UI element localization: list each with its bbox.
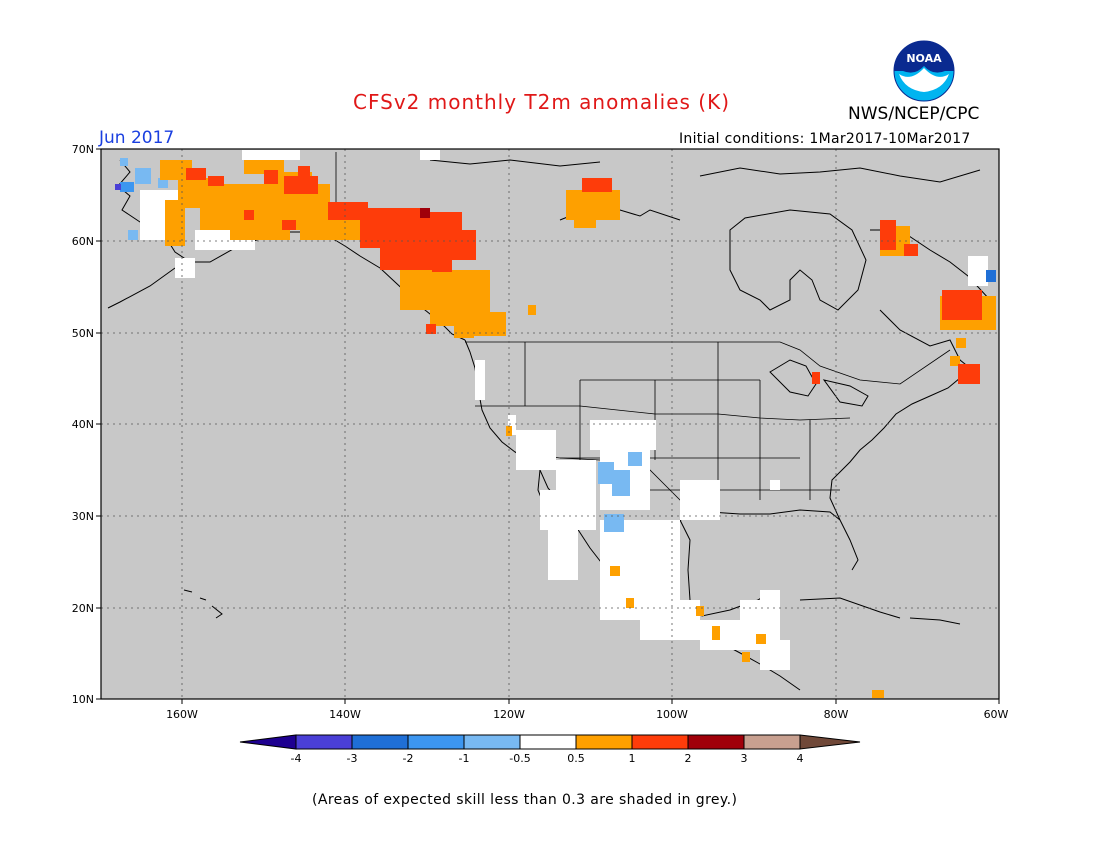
- lon-label: 60W: [984, 708, 1009, 721]
- lat-label: 40N: [72, 418, 94, 431]
- anomaly-light-blue: [120, 158, 642, 532]
- agency-label: NWS/NCEP/CPC: [848, 104, 980, 124]
- anomaly-white: [140, 150, 988, 670]
- legend-label: -2: [403, 752, 414, 765]
- gridlines: [101, 149, 999, 699]
- footnote: (Areas of expected skill less than 0.3 a…: [312, 792, 738, 808]
- lat-labels: 70N 60N 50N 40N 30N 20N 10N: [72, 143, 94, 706]
- legend-label: -0.5: [509, 752, 530, 765]
- legend-label: -1: [459, 752, 470, 765]
- legend-label: 0.5: [567, 752, 585, 765]
- lon-label: 140W: [329, 708, 361, 721]
- anomaly-blue: [115, 182, 996, 282]
- map-background: [101, 149, 999, 699]
- logo-text: NOAA: [906, 52, 942, 65]
- anomaly-dark-red: [420, 208, 430, 218]
- legend-swatch: [575, 734, 633, 750]
- borders: [335, 152, 951, 520]
- legend-tick-labels: -4 -3 -2 -1 -0.5 0.5 1 2 3 4: [291, 752, 804, 765]
- legend-low-arrow: [239, 734, 297, 750]
- legend-label: -4: [291, 752, 302, 765]
- legend-swatch: [351, 734, 409, 750]
- legend-label: 1: [629, 752, 636, 765]
- legend-swatch: [463, 734, 521, 750]
- legend-swatch: [295, 734, 353, 750]
- legend-swatch: [407, 734, 465, 750]
- lon-label: 120W: [493, 708, 525, 721]
- legend-swatch: [687, 734, 745, 750]
- lon-label: 100W: [656, 708, 688, 721]
- legend-swatch: [519, 734, 577, 750]
- chart-title: CFSv2 monthly T2m anomalies (K): [353, 90, 730, 114]
- legend-label: 3: [741, 752, 748, 765]
- lat-label: 60N: [72, 235, 94, 248]
- lat-label: 50N: [72, 327, 94, 340]
- anomaly-orange: [160, 160, 996, 698]
- lat-label: 70N: [72, 143, 94, 156]
- legend-swatch: [743, 734, 801, 750]
- noaa-logo: NOAA: [893, 40, 955, 102]
- tick-marks: [96, 148, 1000, 704]
- target-month: Jun 2017: [99, 128, 175, 148]
- lon-label: 80W: [824, 708, 849, 721]
- lat-label: 30N: [72, 510, 94, 523]
- color-legend: [239, 734, 861, 750]
- lat-label: 10N: [72, 693, 94, 706]
- legend-high-arrow: [799, 734, 861, 750]
- lon-label: 160W: [166, 708, 198, 721]
- legend-label: 4: [797, 752, 804, 765]
- map-frame: [100, 148, 1000, 700]
- legend-label: 2: [685, 752, 692, 765]
- legend-label: -3: [347, 752, 358, 765]
- coastlines: [107, 159, 991, 691]
- initial-conditions: Initial conditions: 1Mar2017-10Mar2017: [679, 131, 971, 147]
- lat-label: 20N: [72, 602, 94, 615]
- legend-swatch: [631, 734, 689, 750]
- anomaly-red: [186, 166, 982, 384]
- lon-labels: 160W 140W 120W 100W 80W 60W: [166, 708, 1008, 721]
